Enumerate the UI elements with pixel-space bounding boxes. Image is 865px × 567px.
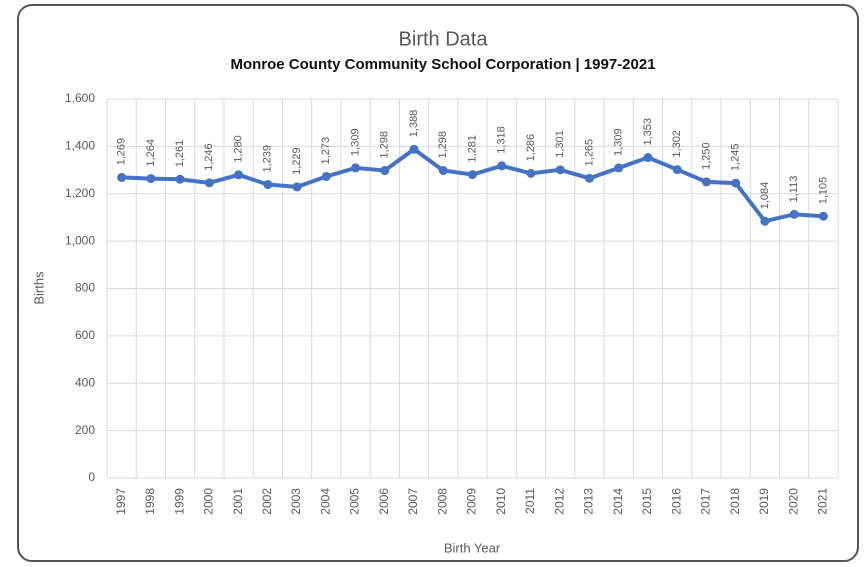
point <box>409 144 419 154</box>
x-tick-label: 1998 <box>143 488 157 515</box>
point <box>380 166 390 176</box>
x-tick-label: 2002 <box>260 488 274 515</box>
x-tick-label: 2016 <box>669 488 683 515</box>
x-tick-label: 2006 <box>377 488 391 515</box>
data-label: 1,084 <box>759 182 771 210</box>
chart-title: Birth Data <box>399 28 489 50</box>
data-label: 1,105 <box>817 177 829 205</box>
y-tick-label: 600 <box>75 328 95 342</box>
x-axis-label: Birth Year <box>444 540 501 555</box>
data-label: 1,246 <box>203 143 215 171</box>
x-tick-label: 2001 <box>231 488 245 515</box>
data-label: 1,269 <box>116 138 128 166</box>
data-label: 1,239 <box>262 145 274 173</box>
y-axis-label: Births <box>31 271 46 305</box>
data-label: 1,113 <box>788 176 800 203</box>
point <box>292 182 302 192</box>
data-label: 1,265 <box>583 139 595 167</box>
point <box>789 209 799 219</box>
x-tick-label: 2008 <box>435 488 449 515</box>
data-label: 1,264 <box>145 139 157 167</box>
data-label: 1,301 <box>554 130 566 158</box>
point <box>731 178 741 188</box>
x-tick-label: 2015 <box>640 488 654 515</box>
y-tick-label: 800 <box>75 281 95 295</box>
data-label: 1,309 <box>349 128 361 156</box>
data-label: 1,286 <box>525 134 537 162</box>
point <box>701 177 711 187</box>
point <box>468 170 477 180</box>
x-tick-label: 2014 <box>611 488 625 515</box>
data-label: 1,273 <box>320 137 332 165</box>
x-tick-label: 2017 <box>699 488 713 515</box>
data-label: 1,302 <box>671 130 683 158</box>
y-tick-label: 1,000 <box>65 233 95 247</box>
point <box>555 165 565 175</box>
y-tick-label: 400 <box>75 375 95 389</box>
x-tick-label: 2009 <box>465 488 479 515</box>
y-tick-label: 1,600 <box>65 91 95 105</box>
x-tick-label: 1997 <box>114 488 128 515</box>
data-label: 1,245 <box>730 144 742 172</box>
point <box>497 161 507 171</box>
point <box>818 211 828 221</box>
point <box>438 166 448 176</box>
x-tick-label: 2019 <box>757 488 771 515</box>
chart-subtitle: Monroe County Community School Corporati… <box>230 56 655 73</box>
data-label: 1,261 <box>174 140 186 168</box>
point <box>584 173 594 183</box>
point <box>234 170 244 180</box>
data-label: 1,298 <box>437 131 449 159</box>
x-tick-label: 2005 <box>348 488 362 515</box>
point <box>321 171 331 181</box>
x-tick-label: 2021 <box>816 488 830 515</box>
point <box>526 168 536 178</box>
x-tick-label: 2003 <box>289 488 303 515</box>
point <box>760 216 770 226</box>
data-label: 1,281 <box>466 135 478 163</box>
data-label: 1,388 <box>408 110 420 138</box>
point <box>351 163 361 173</box>
point <box>263 180 273 190</box>
x-tick-label: 2004 <box>318 488 332 515</box>
chart-frame <box>17 4 859 562</box>
point <box>643 153 653 163</box>
data-label: 1,353 <box>642 118 654 146</box>
x-tick-label: 2018 <box>728 488 742 515</box>
y-tick-label: 0 <box>88 470 95 484</box>
x-tick-label: 2011 <box>523 488 537 514</box>
data-label: 1,229 <box>291 147 303 175</box>
point <box>204 178 214 188</box>
x-tick-label: 2012 <box>552 488 566 515</box>
x-tick-label: 2000 <box>202 488 216 515</box>
x-tick-label: 2007 <box>406 488 420 515</box>
point <box>146 174 156 184</box>
x-tick-label: 2020 <box>786 488 800 515</box>
point <box>117 172 127 182</box>
point <box>175 174 185 184</box>
data-label: 1,298 <box>379 131 391 159</box>
y-tick-label: 200 <box>75 423 95 437</box>
x-tick-label: 1999 <box>172 488 186 515</box>
x-tick-label: 2013 <box>582 488 596 515</box>
data-label: 1,309 <box>613 128 625 156</box>
x-tick-label: 2010 <box>494 488 508 515</box>
data-label: 1,318 <box>496 126 508 154</box>
point <box>672 165 682 175</box>
y-tick-label: 1,400 <box>65 139 95 153</box>
data-label: 1,250 <box>700 142 712 170</box>
data-label: 1,280 <box>232 135 244 163</box>
y-tick-label: 1,200 <box>65 186 95 200</box>
point <box>614 163 624 173</box>
